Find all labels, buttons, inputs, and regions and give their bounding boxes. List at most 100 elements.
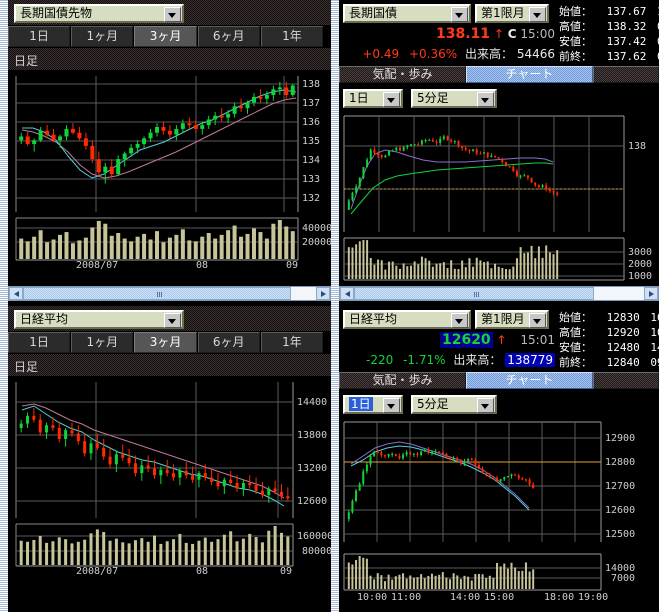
scroll-thumb[interactable] [354, 287, 594, 300]
chart-nikkei-intraday[interactable]: 12900 12800 12700 12600 12500 14000 7000… [339, 420, 659, 610]
chevron-down-icon[interactable] [529, 313, 546, 328]
xtick-nk-d-1: 08 [196, 566, 209, 576]
symbol-combo-jgb[interactable]: 長期国債 [343, 4, 471, 23]
stat-label-open: 始値： [559, 311, 592, 324]
period-tab-3m[interactable]: 3ヶ月 [134, 332, 197, 353]
symbol-combo-nikkei-daily[interactable]: 日経平均 [14, 310, 184, 329]
chevron-down-icon[interactable] [477, 398, 494, 413]
stat-time-prevclose: 09/ [657, 50, 659, 63]
vtick-jgb-d-0: 40000 [302, 223, 331, 234]
period-tab-6m[interactable]: 6ヶ月 [197, 26, 260, 47]
subtabs-nikkei[interactable]: 気配・歩み チャート [339, 372, 659, 389]
chevron-down-icon[interactable] [164, 7, 181, 22]
ytick-nk-i-4: 12500 [605, 529, 636, 540]
chevron-down-icon[interactable] [451, 313, 468, 328]
symbol-combo-jgb-daily[interactable]: 長期国債先物 [14, 4, 184, 23]
hscrollbar-jgb-daily[interactable] [8, 286, 331, 301]
quote-line-jgb-price: 138.11 ↑ C 15:00 [343, 26, 555, 42]
period-tab-1y[interactable]: 1年 [260, 332, 324, 353]
quote-line-nikkei-change: -220 -1.71% 出来高： 138779 [343, 351, 555, 368]
change-jgb: +0.49 [362, 47, 400, 61]
subtab-orderbook[interactable]: 気配・歩み [339, 66, 466, 83]
interval-label-jgb-daily: 日足 [14, 54, 39, 68]
price-arrow-up-icon: ↑ [496, 333, 507, 347]
subtab-orderbook[interactable]: 気配・歩み [339, 372, 466, 389]
chart-jgb-daily-svg [8, 70, 331, 270]
panel-nikkei-intraday: 日経平均 第1限月 12620 ↑ 15:01 -220 -1.71% 出来高：… [331, 306, 659, 612]
chart-jgb-daily[interactable]: 138 137 136 135 134 133 132 40000 20000 … [8, 70, 331, 270]
period-tabs-jgb-daily[interactable]: 1日 1ヶ月 3ヶ月 6ヶ月 1年 [8, 26, 324, 47]
tick-combo-jgb[interactable]: 5分足 [411, 89, 497, 108]
stat-label-low: 安値： [559, 341, 592, 354]
ytick-jgb-d-2: 136 [302, 117, 321, 128]
period-tab-1d[interactable]: 1日 [8, 26, 71, 47]
tick-combo-nikkei[interactable]: 5分足 [411, 395, 497, 414]
scroll-left-icon[interactable] [9, 287, 23, 300]
ytick-nk-i-2: 12700 [605, 481, 636, 492]
stat-row-high: 高値： 138.32 09: [559, 19, 659, 34]
scroll-left-icon[interactable] [340, 287, 354, 300]
vtick-jgb-d-1: 20000 [302, 237, 331, 248]
chevron-down-icon[interactable] [164, 313, 181, 328]
contract-combo-nikkei-label: 第1限月 [481, 312, 525, 326]
chart-nikkei-daily[interactable]: 14400 13800 13200 12600 160000 80000 200… [8, 376, 331, 576]
ytick-jgb-d-6: 132 [302, 193, 321, 204]
contract-combo-nikkei[interactable]: 第1限月 [475, 310, 549, 329]
stat-value-prevclose: 12840 [606, 356, 640, 369]
quote-time-jgb: 15:00 [520, 27, 555, 41]
quote-line-jgb-change: +0.49 +0.36% 出来高： 54466 [343, 45, 555, 62]
xtick-jgb-d-0: 2008/07 [76, 260, 119, 270]
change-pct-jgb: +0.36% [408, 47, 458, 61]
scroll-track[interactable] [354, 287, 644, 300]
tick-combo-jgb-label: 5分足 [417, 91, 449, 105]
symbol-combo-nikkei[interactable]: 日経平均 [343, 310, 471, 329]
ytick-nk-d-2: 13200 [297, 463, 328, 474]
xtick-nk-i-0: 10:00 [357, 592, 388, 603]
stat-value-open: 137.67 [606, 5, 647, 18]
period-tab-1d[interactable]: 1日 [8, 332, 71, 353]
chevron-down-icon[interactable] [383, 92, 400, 107]
last-price-jgb: 138.11 [436, 26, 491, 42]
period-tab-6m[interactable]: 6ヶ月 [197, 332, 260, 353]
chevron-down-icon[interactable] [451, 7, 468, 22]
contract-combo-jgb[interactable]: 第1限月 [475, 4, 549, 23]
stat-row-prevclose: 前終： 137.62 09/ [559, 49, 659, 64]
stats-jgb: 始値： 137.67 15: 高値： 138.32 09: 安値： 137.42… [559, 4, 659, 64]
panel-jgb-daily: 長期国債先物 1日 1ヶ月 3ヶ月 6ヶ月 1年 日足 [0, 0, 331, 306]
period-tabs-nikkei-daily[interactable]: 1日 1ヶ月 3ヶ月 6ヶ月 1年 [8, 332, 324, 353]
stats-nikkei: 始値： 12830 16: 高値： 12920 10: 安値： 12480 14… [559, 310, 659, 370]
ytick-nk-i-3: 12600 [605, 505, 636, 516]
period-tab-1y[interactable]: 1年 [260, 26, 324, 47]
stat-time-high: 09: [657, 20, 659, 33]
chevron-down-icon[interactable] [383, 398, 400, 413]
chart-jgb-intraday[interactable]: 138 3000 2000 1000 [339, 114, 659, 286]
xtick-jgb-d-1: 08 [196, 260, 209, 270]
vtick-jgb-i-0: 3000 [628, 247, 653, 258]
stat-label-high: 高値： [559, 326, 592, 339]
ytick-jgb-i-0: 138 [628, 141, 647, 152]
stat-time-low: 09: [657, 35, 659, 48]
scroll-right-icon[interactable] [316, 287, 330, 300]
stat-time-high: 10: [650, 326, 659, 339]
volume-nikkei: 138779 [505, 353, 555, 367]
scroll-track[interactable] [23, 287, 316, 300]
stat-value-prevclose: 137.62 [606, 50, 647, 63]
stat-time-low: 14: [650, 341, 659, 354]
range-combo-nikkei[interactable]: 1日 [343, 395, 403, 414]
hscrollbar-jgb-intraday[interactable] [339, 286, 659, 301]
period-tab-1m[interactable]: 1ヶ月 [71, 26, 134, 47]
scroll-right-icon[interactable] [644, 287, 658, 300]
range-combo-jgb[interactable]: 1日 [343, 89, 403, 108]
period-tab-1m[interactable]: 1ヶ月 [71, 332, 134, 353]
scroll-thumb[interactable] [23, 287, 291, 300]
subtabs-jgb[interactable]: 気配・歩み チャート [339, 66, 659, 83]
period-tab-3m[interactable]: 3ヶ月 [134, 26, 197, 47]
symbol-combo-jgb-label: 長期国債 [349, 6, 398, 20]
chevron-down-icon[interactable] [529, 7, 546, 22]
ytick-jgb-d-4: 134 [302, 155, 321, 166]
subtab-chart[interactable]: チャート [466, 372, 593, 389]
chevron-down-icon[interactable] [477, 92, 494, 107]
subtab-chart[interactable]: チャート [466, 66, 593, 83]
ytick-nk-i-0: 12900 [605, 433, 636, 444]
range-combo-jgb-label: 1日 [349, 91, 369, 105]
